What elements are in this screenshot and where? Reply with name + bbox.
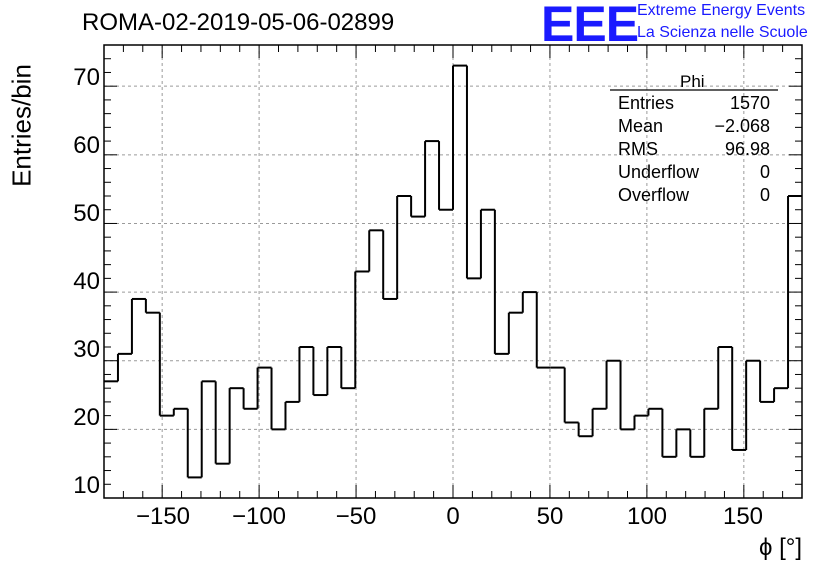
stats-box-title: Phi — [680, 72, 705, 91]
y-tick-label: 40 — [73, 268, 100, 295]
eee-logo: EEE — [541, 0, 639, 52]
x-tick-label: 100 — [626, 503, 668, 530]
x-tick-label: −150 — [135, 503, 191, 530]
stats-value-rms: 96.98 — [724, 139, 770, 159]
y-tick-label: 50 — [73, 200, 100, 227]
stats-value-mean: −2.068 — [714, 116, 770, 136]
stats-key-overflow: Overflow — [618, 185, 690, 205]
eee-logo-line2: La Scienza nelle Scuole — [637, 24, 808, 41]
stats-value-overflow: 0 — [759, 185, 770, 205]
x-tick-label: 0 — [446, 503, 460, 530]
y-tick-label: 60 — [73, 132, 100, 159]
stats-key-rms: RMS — [618, 139, 658, 159]
stats-key-entries: Entries — [618, 93, 675, 113]
y-axis-label: Entries/bin — [6, 64, 37, 187]
y-tick-label: 30 — [73, 336, 100, 363]
stats-key-mean: Mean — [618, 116, 664, 136]
x-tick-label: 50 — [536, 503, 564, 530]
x-tick-label: 150 — [722, 503, 764, 530]
y-tick-label: 20 — [73, 404, 100, 431]
x-tick-label: −50 — [335, 503, 377, 530]
y-tick-label: 70 — [73, 64, 100, 91]
stats-value-entries: 1570 — [729, 93, 770, 113]
stats-value-underflow: 0 — [759, 162, 770, 182]
x-tick-label: −100 — [231, 503, 287, 530]
y-tick-label: 10 — [73, 472, 100, 499]
x-axis-label: ϕ [°] — [758, 534, 802, 561]
eee-logo-line1: Extreme Energy Events — [637, 2, 806, 19]
run-title: ROMA-02-2019-05-06-02899 — [82, 9, 395, 36]
stats-key-underflow: Underflow — [618, 162, 700, 182]
